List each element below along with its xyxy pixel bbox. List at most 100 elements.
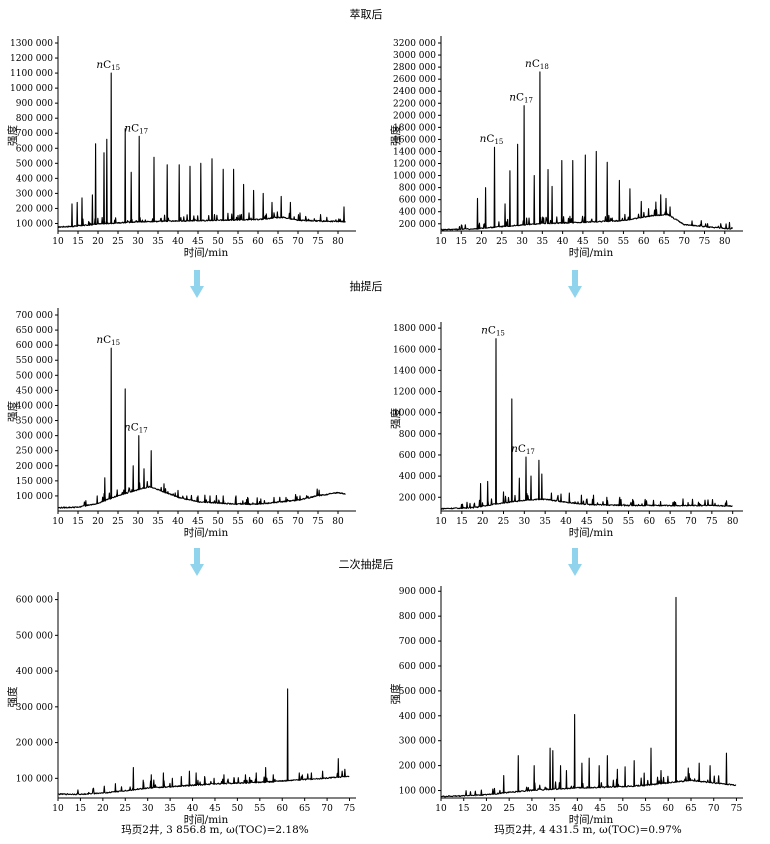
chart-a1-x-tick-label: 80 — [332, 237, 344, 247]
chart-b1-y-tick-label: 650 000 — [16, 326, 53, 336]
chart-b2-x-tick-label: 50 — [602, 517, 614, 527]
chart-a2-peak-label: nC18 — [525, 58, 549, 71]
chart-c1-x-tick-label: 20 — [97, 804, 109, 814]
chart-b2-x-tick-label: 15 — [456, 517, 468, 527]
chart-a2-y-tick-label: 2400 000 — [393, 87, 436, 97]
chart-c1-x-tick-label: 10 — [52, 804, 64, 814]
chart-a2-y-tick-label: 1600 000 — [393, 135, 436, 145]
chart-a1-y-tick-label: 800 000 — [16, 114, 53, 124]
chart-a2-peak-label: nC17 — [509, 92, 533, 105]
chart-c2-y-tick-label: 700 000 — [399, 637, 436, 647]
chart-a1-y-tick-label: 1300 000 — [10, 39, 53, 49]
chart-b1-y-axis-title: 强度 — [6, 401, 19, 422]
chart-c2-x-tick-label: 45 — [594, 804, 606, 814]
down-arrow-left-1 — [190, 270, 204, 298]
chart-c2-y-tick-label: 400 000 — [399, 712, 436, 722]
chart-c2-x-tick-label: 60 — [663, 804, 675, 814]
chart-b1-y-tick-label: 550 000 — [16, 356, 53, 366]
chart-b2-y-tick-label: 600 000 — [399, 451, 436, 461]
chart-c2-y-tick-label: 900 000 — [399, 587, 436, 597]
chart-c2-y-axis-title: 强度 — [389, 683, 402, 704]
chart-b1-x-tick-label: 30 — [132, 517, 144, 527]
chart-c1-x-tick-label: 60 — [277, 804, 289, 814]
chart-b2-x-tick-label: 40 — [560, 517, 572, 527]
chart-a1-x-tick-label: 20 — [92, 237, 104, 247]
chart-a2-x-tick-label: 50 — [597, 237, 609, 247]
chart-a2-x-tick-label: 70 — [679, 237, 691, 247]
chart-b1-y-tick-label: 100 000 — [16, 492, 53, 502]
chart-c2-x-tick-label: 40 — [572, 804, 584, 814]
chart-b2-x-tick-label: 60 — [644, 517, 656, 527]
chart-b1-trace — [57, 347, 346, 509]
chart-a1-x-tick-label: 50 — [212, 237, 224, 247]
chart-a1-peak-label: nC17 — [124, 122, 148, 135]
chart-a1-y-axis-title: 强度 — [6, 125, 19, 146]
chart-b2-y-tick-label: 800 000 — [399, 430, 436, 440]
chart-b2-y-tick-label: 1400 000 — [393, 366, 436, 376]
chart-c2-x-tick-label: 15 — [458, 804, 470, 814]
row-label-extraction: 萃取后 — [349, 8, 383, 21]
chart-a1-x-tick-label: 40 — [172, 237, 184, 247]
chart-a1-x-tick-label: 55 — [232, 237, 244, 247]
chart-c1-x-tick-label: 45 — [209, 804, 221, 814]
chart-c1-x-tick-label: 70 — [321, 804, 333, 814]
chart-b1-x-axis-title: 时间/min — [184, 526, 229, 539]
chart-b2-y-tick-label: 1600 000 — [393, 345, 436, 355]
chart-b1-y-tick-label: 400 000 — [16, 401, 53, 411]
chart-b2-x-tick-label: 10 — [435, 517, 447, 527]
chart-a1-trace — [57, 72, 346, 229]
chart-a2-y-tick-label: 2800 000 — [393, 63, 436, 73]
chart-b2-y-tick-label: 1800 000 — [393, 324, 436, 334]
chart-b2-y-tick-label: 1200 000 — [393, 388, 436, 398]
chart-a1-y-tick-label: 500 000 — [16, 159, 53, 169]
chart-a1-x-tick-label: 75 — [312, 237, 324, 247]
chart-b1-x-tick-label: 60 — [252, 517, 264, 527]
chart-a1-y-tick-label: 100 000 — [16, 219, 53, 229]
chart-a2-x-tick-label: 60 — [638, 237, 650, 247]
chart-b1-y-tick-label: 600 000 — [16, 341, 53, 351]
down-arrow-right-1 — [568, 270, 582, 298]
chart-b1-y-tick-label: 300 000 — [16, 432, 53, 442]
chart-b2-x-tick-label: 65 — [664, 517, 676, 527]
chart-a1-y-tick-label: 1200 000 — [10, 54, 53, 64]
chart-a1-y-tick-label: 1100 000 — [10, 69, 53, 79]
chart-a2-y-axis-title: 强度 — [389, 125, 402, 146]
chart-b2-peak-label: nC15 — [481, 325, 505, 338]
chart-b2-x-tick-label: 55 — [623, 517, 635, 527]
chart-c2-x-axis-title: 时间/min — [569, 813, 614, 826]
chart-a1-peak-label: nC15 — [96, 59, 120, 72]
chart-a1-y-tick-label: 400 000 — [16, 174, 53, 184]
chart-b1-x-tick-label: 10 — [52, 517, 64, 527]
chart-c1-x-tick-label: 65 — [299, 804, 311, 814]
chart-c2-trace — [440, 596, 737, 798]
chart-b1-y-tick-label: 700 000 — [16, 311, 53, 321]
chart-b1-y-tick-label: 350 000 — [16, 417, 53, 427]
chart-c1-x-tick-label: 40 — [187, 804, 199, 814]
chart-c2-y-tick-label: 100 000 — [399, 787, 436, 797]
chart-a1-x-tick-label: 25 — [112, 237, 124, 247]
chart-b2-x-tick-label: 75 — [706, 517, 718, 527]
chart-c2-y-tick-label: 800 000 — [399, 612, 436, 622]
chart-c2-x-tick-label: 25 — [503, 804, 515, 814]
chart-a1-y-tick-label: 200 000 — [16, 204, 53, 214]
chart-b2-x-axis-title: 时间/min — [569, 526, 614, 539]
chart-a2-y-tick-label: 1400 000 — [393, 147, 436, 157]
chart-c1-y-tick-label: 300 000 — [16, 703, 53, 713]
chart-a2-x-tick-label: 80 — [719, 237, 731, 247]
chart-c1-x-tick-label: 55 — [254, 804, 266, 814]
chart-a1-x-tick-label: 15 — [72, 237, 84, 247]
chart-c1-x-tick-label: 35 — [164, 804, 176, 814]
chart-c1-trace — [57, 688, 350, 796]
chart-b1-y-tick-label: 450 000 — [16, 386, 53, 396]
chart-b2-y-tick-label: 200 000 — [399, 493, 436, 503]
chart-b2-y-axis-title: 强度 — [389, 408, 402, 429]
chart-c2-x-tick-label: 55 — [640, 804, 652, 814]
chart-a2-x-tick-label: 10 — [435, 237, 447, 247]
down-arrow-left-2 — [190, 548, 204, 576]
chart-a2-x-tick-label: 30 — [516, 237, 528, 247]
chart-b2-peak-label: nC17 — [511, 443, 535, 456]
chart-b1-x-tick-label: 45 — [192, 517, 204, 527]
chart-a1-x-tick-label: 60 — [252, 237, 264, 247]
chart-a2-y-tick-label: 3000 000 — [393, 51, 436, 61]
chart-a2-y-tick-label: 2200 000 — [393, 99, 436, 109]
